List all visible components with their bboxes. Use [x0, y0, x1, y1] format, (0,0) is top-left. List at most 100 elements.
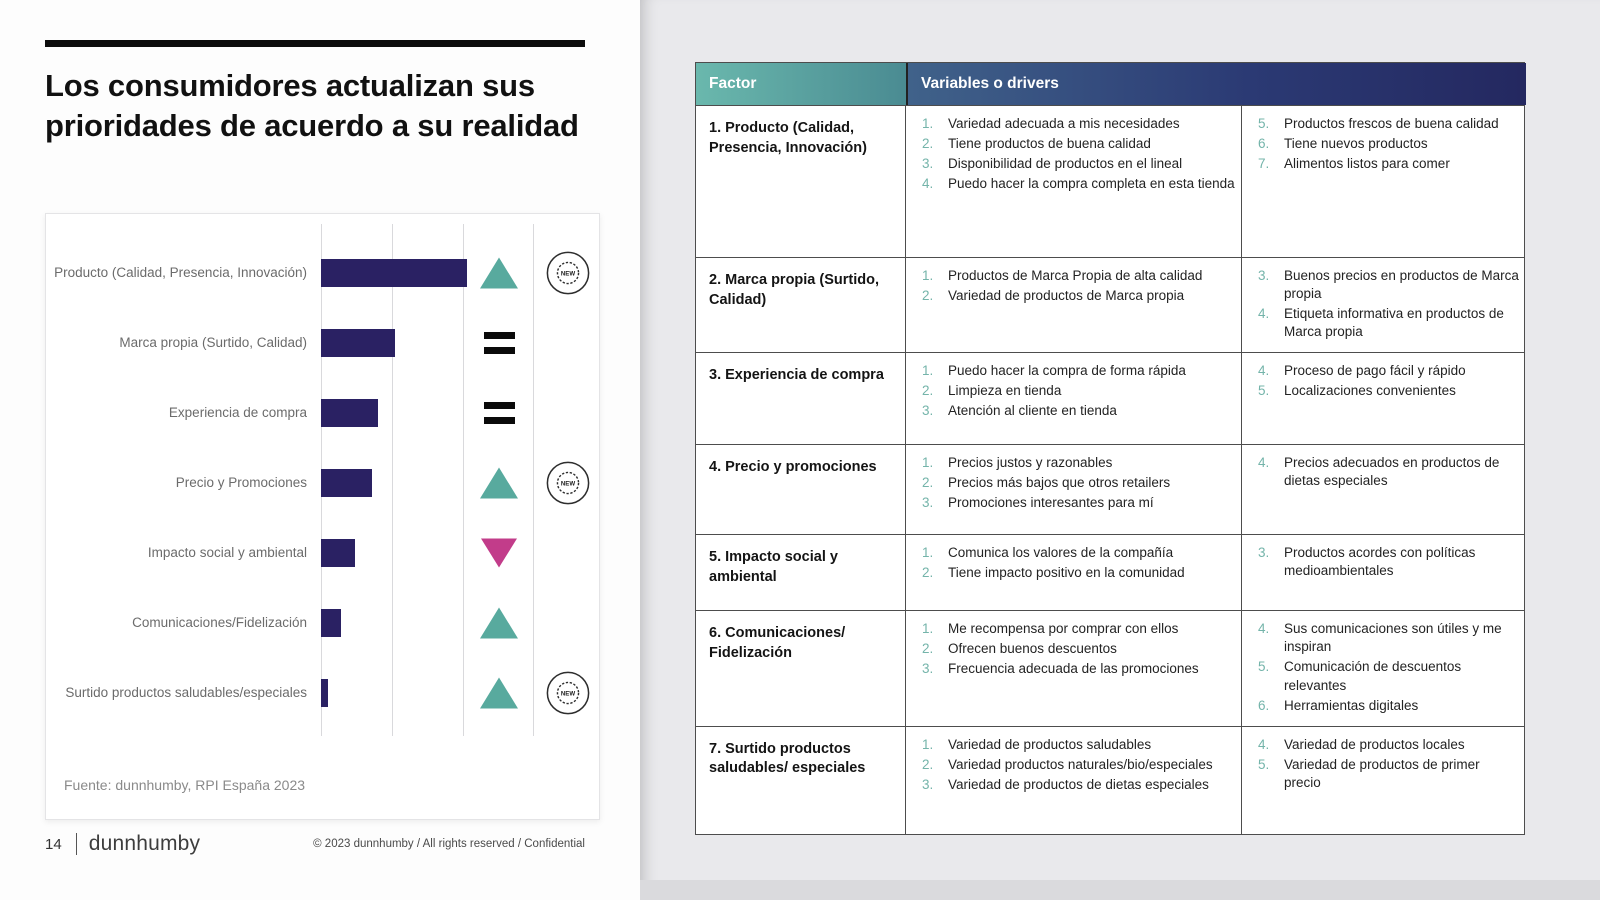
badge-cell: NEW [534, 448, 601, 518]
badge-cell: NEW [534, 588, 601, 658]
variable-number: 1. [922, 621, 934, 637]
badge-cell: NEW [534, 658, 601, 728]
variable-number: 5. [1258, 383, 1270, 399]
variable-text: Localizaciones convenientes [1284, 383, 1456, 399]
variables-cell-left: 1. Puedo hacer la compra de forma rápida 2… [906, 353, 1241, 444]
variable-text: Frecuencia adecuada de las promociones [948, 661, 1199, 677]
title-rule [45, 40, 585, 47]
variables-cell-left: 1. Comunica los valores de la compañía 2. T… [906, 535, 1241, 610]
variable-item: 5. Variedad de productos de primer precio [1258, 756, 1520, 792]
variable-number: 4. [922, 176, 934, 192]
variable-item: 3. Frecuencia adecuada de las promociones [922, 660, 1235, 678]
chart-bar [321, 679, 328, 707]
variable-number: 2. [922, 288, 934, 304]
chart-row: Comunicaciones/Fidelización NEW [46, 588, 599, 658]
variable-item: 1. Puedo hacer la compra de forma rápida [922, 362, 1235, 380]
chart-bar [321, 539, 355, 567]
variable-item: 4. Precios adecuados en productos de diet… [1258, 454, 1520, 490]
chart-category-label: Impacto social y ambiental [147, 545, 307, 561]
variable-text: Etiqueta informativa en productos de Mar… [1284, 306, 1504, 340]
trend-equal-icon [484, 332, 515, 354]
variable-item: 1. Me recompensa por comprar con ellos [922, 620, 1235, 638]
variable-item: 1. Productos de Marca Propia de alta cali… [922, 267, 1235, 285]
factor-cell: 3. Experiencia de compra [696, 353, 906, 445]
variable-number: 1. [922, 116, 934, 131]
variable-item: 3. Buenos precios en productos de Marca p… [1258, 267, 1520, 303]
svg-text:NEW: NEW [560, 690, 575, 697]
table-row: 3. Experiencia de compra 1. Puedo hacer l… [696, 352, 1524, 445]
chart-row: Marca propia (Surtido, Calidad) NEW [46, 308, 599, 378]
variable-item: 3. Disponibilidad de productos en el line… [922, 155, 1235, 173]
table-row: 6. Comunicaciones/ Fidelización 1. Me rec… [696, 610, 1526, 726]
trend-up-icon [480, 257, 518, 289]
variable-item: 3. Atención al cliente en tienda [922, 402, 1235, 420]
variable-item: 4. Proceso de pago fácil y rápido [1258, 362, 1520, 380]
badge-cell: NEW [534, 378, 601, 448]
variables-cell-left: 1. Me recompensa por comprar con ellos 2. O… [906, 611, 1241, 725]
variable-number: 2. [922, 565, 934, 581]
variable-number: 5. [1258, 116, 1270, 131]
chart-category-label: Producto (Calidad, Presencia, Innovación… [54, 265, 307, 281]
table-body: 1. Producto (Calidad, Presencia, Innovac… [696, 105, 1524, 834]
variables-cell-left: 1. Variedad adecuada a mis necesidades 2. T… [906, 106, 1241, 257]
variable-text: Sus comunicaciones son útiles y me inspi… [1284, 621, 1502, 655]
chart-row: Surtido productos saludables/especiales … [46, 658, 599, 728]
slide-footer: 14 dunnhumby © 2023 dunnhumby / All righ… [45, 832, 585, 856]
table-row: 1. Producto (Calidad, Presencia, Innovac… [696, 105, 1524, 257]
variable-text: Promociones interesantes para mí [948, 495, 1154, 511]
chart-bar [321, 259, 467, 287]
variable-number: 4. [1258, 306, 1270, 322]
variable-text: Me recompensa por comprar con ellos [948, 621, 1179, 637]
variables-cell-right: 5. Productos frescos de buena calidad 6. Ti… [1241, 106, 1526, 257]
variable-number: 3. [922, 661, 934, 677]
chart-bar [321, 399, 378, 427]
variable-number: 1. [922, 545, 934, 561]
variable-item: 1. Comunica los valores de la compañía [922, 544, 1235, 562]
factor-cell: 4. Precio y promociones [696, 445, 906, 535]
variables-cell-right: 4. Sus comunicaciones son útiles y me ins… [1241, 611, 1526, 726]
table-row: 4. Precio y promociones 1. Precios justos… [696, 444, 1524, 535]
chart-category-label: Surtido productos saludables/especiales [65, 685, 307, 701]
variable-item: 2. Limpieza en tienda [922, 382, 1235, 400]
variables-cell-left: 1. Productos de Marca Propia de alta cali… [906, 258, 1241, 352]
svg-text:NEW: NEW [560, 480, 575, 487]
variable-text: Comunica los valores de la compañía [948, 545, 1174, 561]
chart-bar [321, 469, 372, 497]
variable-item: 4. Etiqueta informativa en productos de M… [1258, 305, 1520, 341]
variable-text: Variedad de productos de dietas especial… [948, 776, 1209, 792]
variable-number: 6. [1258, 697, 1270, 713]
variable-item: 2. Precios más bajos que otros retailers [922, 474, 1235, 492]
variable-text: Variedad productos naturales/bio/especia… [948, 756, 1213, 772]
variables-cell-right: 3. Buenos precios en productos de Marca p… [1241, 258, 1526, 353]
variable-item: 6. Herramientas digitales [1258, 697, 1520, 715]
chart-row: Experiencia de compra NEW [46, 378, 599, 448]
variable-item: 4. Variedad de productos locales [1258, 736, 1520, 754]
variable-item: 2. Tiene impacto positivo en la comunidad [922, 564, 1235, 582]
trend-up-icon [480, 607, 518, 639]
variable-number: 2. [922, 136, 934, 152]
chart-category-label: Comunicaciones/Fidelización [132, 615, 307, 631]
variable-text: Disponibilidad de productos en el lineal [948, 156, 1183, 172]
page-number: 14 [45, 835, 62, 853]
factor-cell: 5. Impacto social y ambiental [696, 535, 906, 611]
variable-number: 3. [1258, 268, 1270, 283]
factor-cell: 6. Comunicaciones/ Fidelización [696, 611, 906, 726]
bar-chart: Producto (Calidad, Presencia, Innovación… [46, 224, 601, 736]
variable-text: Precios más bajos que otros retailers [948, 475, 1171, 491]
badge-cell: NEW [534, 238, 601, 308]
variable-text: Variedad de productos de Marca propia [948, 288, 1185, 304]
new-badge-icon: NEW [546, 461, 589, 505]
chart-bar [321, 329, 395, 357]
variable-number: 1. [922, 455, 934, 471]
table-header-variables: Variables o drivers [906, 63, 1526, 105]
badge-cell: NEW [534, 518, 601, 588]
chart-plot-cell [321, 448, 534, 518]
chart-row: Impacto social y ambiental NEW [46, 518, 599, 588]
variable-item: 5. Localizaciones convenientes [1258, 382, 1520, 400]
variable-number: 3. [922, 776, 934, 792]
factor-table: Factor Variables o drivers 1. Producto (… [695, 62, 1526, 835]
variable-number: 5. [1258, 659, 1270, 675]
variable-number: 2. [922, 641, 934, 657]
table-row: 2. Marca propia (Surtido, Calidad) 1. Pro… [696, 257, 1526, 353]
variable-text: Variedad de productos locales [1284, 736, 1465, 752]
